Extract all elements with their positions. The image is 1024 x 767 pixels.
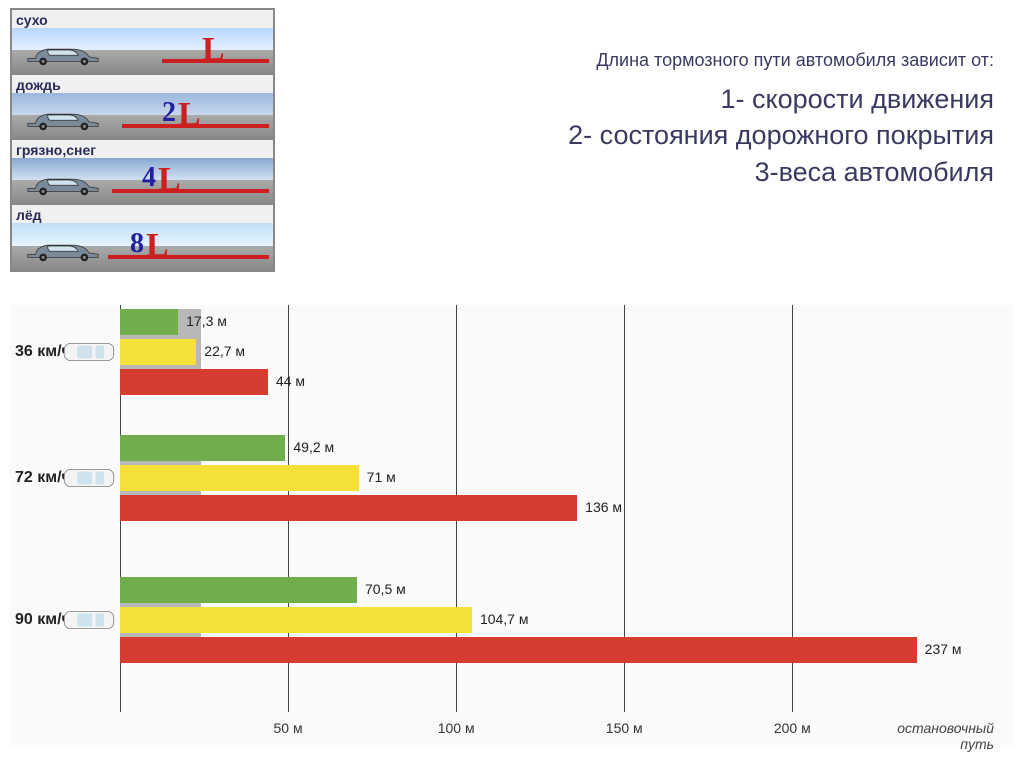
condition-distance-line	[112, 189, 269, 193]
bar-value-label: 70,5 м	[365, 581, 406, 597]
car-icon	[24, 236, 102, 262]
speed-group: 72 км/ч 49,2 м71 м136 м	[120, 435, 994, 521]
multiplier-label: 4L	[142, 162, 181, 194]
bar-value-label: 136 м	[585, 499, 622, 515]
factor-3: 3-веса автомобиля	[300, 154, 994, 190]
car-top-icon	[62, 608, 116, 632]
factor-1: 1- скорости движения	[300, 81, 994, 117]
multiplier-label: L	[202, 36, 225, 64]
distance-bar	[120, 309, 178, 335]
bar-value-label: 104,7 м	[480, 611, 529, 627]
header-text: Длина тормозного пути автомобиля зависит…	[300, 50, 994, 190]
condition-label: лёд	[16, 207, 42, 223]
car-icon	[24, 170, 102, 196]
bar-value-label: 237 м	[925, 641, 962, 657]
condition-row: дождь 2L	[12, 75, 273, 140]
bar-value-label: 17,3 м	[186, 313, 227, 329]
chart-plot-area: остановочный путь 50 м100 м150 м200 м36 …	[120, 305, 994, 712]
x-tick-label: 200 м	[774, 720, 811, 736]
multiplier-label: 8L	[130, 228, 169, 260]
distance-bar	[120, 495, 577, 521]
stopping-distance-chart: остановочный путь 50 м100 м150 м200 м36 …	[10, 305, 1014, 747]
distance-bar	[120, 435, 285, 461]
car-icon	[24, 40, 102, 66]
bar-value-label: 49,2 м	[293, 439, 334, 455]
x-axis-title: остановочный путь	[854, 720, 994, 752]
header-caption: Длина тормозного пути автомобиля зависит…	[300, 50, 994, 71]
car-top-icon	[62, 340, 116, 364]
condition-row: грязно,снег 4L	[12, 140, 273, 205]
distance-bar	[120, 339, 196, 365]
condition-label: грязно,снег	[16, 142, 96, 158]
car-icon	[24, 105, 102, 131]
speed-group: 90 км/ч 70,5 м104,7 м237 м	[120, 577, 994, 663]
conditions-panel: сухо Lдождь 2Lгрязно,снег 4Lлёд 8L	[10, 8, 275, 272]
distance-bar	[120, 637, 917, 663]
speed-group: 36 км/ч 17,3 м22,7 м44 м	[120, 309, 994, 395]
x-tick-label: 50 м	[274, 720, 303, 736]
distance-bar	[120, 465, 359, 491]
multiplier-label: 2L	[162, 97, 201, 129]
condition-label: дождь	[16, 77, 61, 93]
x-tick-label: 150 м	[606, 720, 643, 736]
distance-bar	[120, 369, 268, 395]
distance-bar	[120, 607, 472, 633]
condition-row: сухо L	[12, 10, 273, 75]
bar-value-label: 22,7 м	[204, 343, 245, 359]
condition-label: сухо	[16, 12, 48, 28]
bar-value-label: 71 м	[367, 469, 396, 485]
bar-value-label: 44 м	[276, 373, 305, 389]
car-top-icon	[62, 466, 116, 490]
factor-2: 2- состояния дорожного покрытия	[300, 117, 994, 153]
distance-bar	[120, 577, 357, 603]
condition-row: лёд 8L	[12, 205, 273, 270]
x-tick-label: 100 м	[438, 720, 475, 736]
